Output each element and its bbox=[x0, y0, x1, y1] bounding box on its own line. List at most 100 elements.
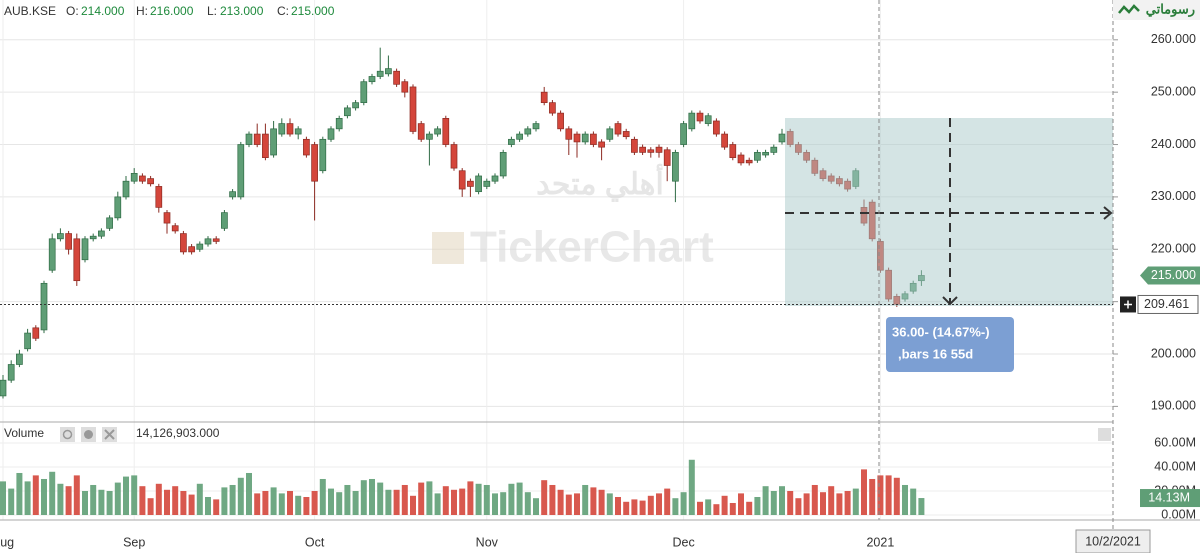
crosshair-plus-sign bbox=[1124, 300, 1132, 309]
eye-icon[interactable] bbox=[60, 427, 75, 442]
volume-bar bbox=[393, 489, 400, 515]
volume-bar bbox=[57, 483, 64, 515]
volume-bar bbox=[852, 488, 859, 515]
volume-bar bbox=[401, 484, 408, 515]
candle-body bbox=[270, 128, 277, 156]
volume-bar bbox=[680, 492, 687, 515]
candle-body bbox=[721, 133, 728, 148]
volume-bar bbox=[442, 486, 449, 515]
candle-body bbox=[704, 115, 712, 124]
logo-icon bbox=[1118, 4, 1140, 14]
volume-bar bbox=[155, 483, 162, 515]
measure-text: ,bars 16 55d bbox=[898, 346, 973, 361]
candle-body bbox=[48, 238, 56, 271]
header-label: O: bbox=[66, 4, 79, 18]
volume-bar bbox=[426, 481, 433, 515]
candle-body bbox=[688, 112, 696, 130]
candle-body bbox=[89, 235, 97, 240]
volume-bar bbox=[377, 482, 384, 515]
volume-bar bbox=[918, 498, 925, 515]
candle-body bbox=[278, 123, 286, 135]
volume-bar bbox=[459, 488, 466, 515]
marks bbox=[0, 47, 925, 515]
volume-bar bbox=[24, 481, 31, 515]
volume-bar bbox=[319, 478, 326, 515]
volume-bar bbox=[139, 486, 146, 515]
x-tick-label: Sep bbox=[123, 535, 145, 549]
header-value: 215.000 bbox=[291, 4, 335, 18]
volume-bar bbox=[336, 492, 343, 515]
measure-text: 36.00- (14.67%-) bbox=[892, 324, 990, 339]
volume-bar bbox=[557, 489, 564, 515]
y-tick-label: 190.000 bbox=[1151, 399, 1196, 413]
candle-body bbox=[139, 175, 146, 182]
candle-body bbox=[180, 233, 187, 253]
volume-bar bbox=[205, 496, 211, 515]
x-tick-label: 2021 bbox=[866, 535, 894, 549]
volume-bar bbox=[131, 475, 138, 515]
volume-bar bbox=[902, 484, 908, 515]
volume-bar bbox=[196, 483, 203, 515]
candle-body bbox=[262, 133, 269, 158]
volume-bar bbox=[467, 481, 474, 515]
volume-bar bbox=[656, 493, 662, 515]
candle-body bbox=[344, 107, 351, 117]
volume-bar bbox=[647, 495, 654, 515]
volume-bar bbox=[746, 501, 753, 515]
candle-body bbox=[614, 123, 622, 135]
candle-body bbox=[417, 123, 425, 140]
volume-bar bbox=[582, 484, 589, 515]
crosshair-price: 209.461 bbox=[1144, 297, 1189, 311]
volume-bar bbox=[721, 495, 728, 515]
volume-bar bbox=[229, 484, 236, 515]
volume-bar bbox=[303, 496, 310, 515]
volume-bar bbox=[287, 490, 293, 515]
candle-body bbox=[663, 149, 671, 166]
volume-bar bbox=[410, 495, 416, 515]
volume-bar bbox=[524, 492, 531, 515]
candle-body bbox=[532, 123, 540, 130]
candle-body bbox=[442, 118, 450, 145]
volume-bar bbox=[311, 490, 318, 515]
header-label: H: bbox=[136, 4, 148, 18]
candle-body bbox=[729, 144, 737, 158]
volume-bar bbox=[910, 488, 917, 515]
candle-body bbox=[360, 81, 368, 103]
candle-body bbox=[237, 144, 245, 198]
candle-body bbox=[622, 131, 630, 138]
volume-bar bbox=[385, 489, 392, 515]
candle-body bbox=[516, 133, 523, 140]
volume-bar bbox=[295, 495, 302, 515]
volume-bar bbox=[270, 487, 277, 515]
volume-bar bbox=[508, 483, 515, 515]
candle-body bbox=[499, 152, 507, 177]
candle-body bbox=[385, 68, 392, 75]
candle-body bbox=[286, 123, 294, 135]
candle-body bbox=[745, 159, 753, 164]
candle-body bbox=[376, 70, 384, 77]
candle-body bbox=[393, 70, 400, 85]
volume-bar bbox=[254, 493, 261, 515]
settings-icon-shape bbox=[84, 430, 93, 439]
candle-body bbox=[24, 332, 31, 350]
candle-body bbox=[212, 238, 220, 242]
y-tick-label: 240.000 bbox=[1151, 137, 1196, 151]
candle-body bbox=[426, 133, 433, 140]
volume-value: 14,126,903.000 bbox=[136, 426, 220, 440]
logo: رسوماتي bbox=[1146, 1, 1195, 17]
volume-bar bbox=[869, 478, 876, 515]
candle-body bbox=[606, 128, 614, 140]
volume-bar bbox=[787, 490, 794, 515]
candle-body bbox=[311, 144, 318, 182]
pane-menu[interactable] bbox=[1098, 428, 1111, 441]
candle-body bbox=[303, 138, 310, 156]
candle-body bbox=[434, 128, 441, 135]
candle-body bbox=[713, 120, 720, 135]
y-tick-label: 250.000 bbox=[1151, 84, 1196, 98]
candle-body bbox=[319, 138, 327, 172]
volume-bar bbox=[590, 487, 597, 515]
candle-body bbox=[491, 175, 499, 182]
volume-bar bbox=[114, 482, 121, 515]
volume-bar bbox=[565, 494, 572, 515]
y-tick-label: 260.000 bbox=[1151, 32, 1196, 46]
